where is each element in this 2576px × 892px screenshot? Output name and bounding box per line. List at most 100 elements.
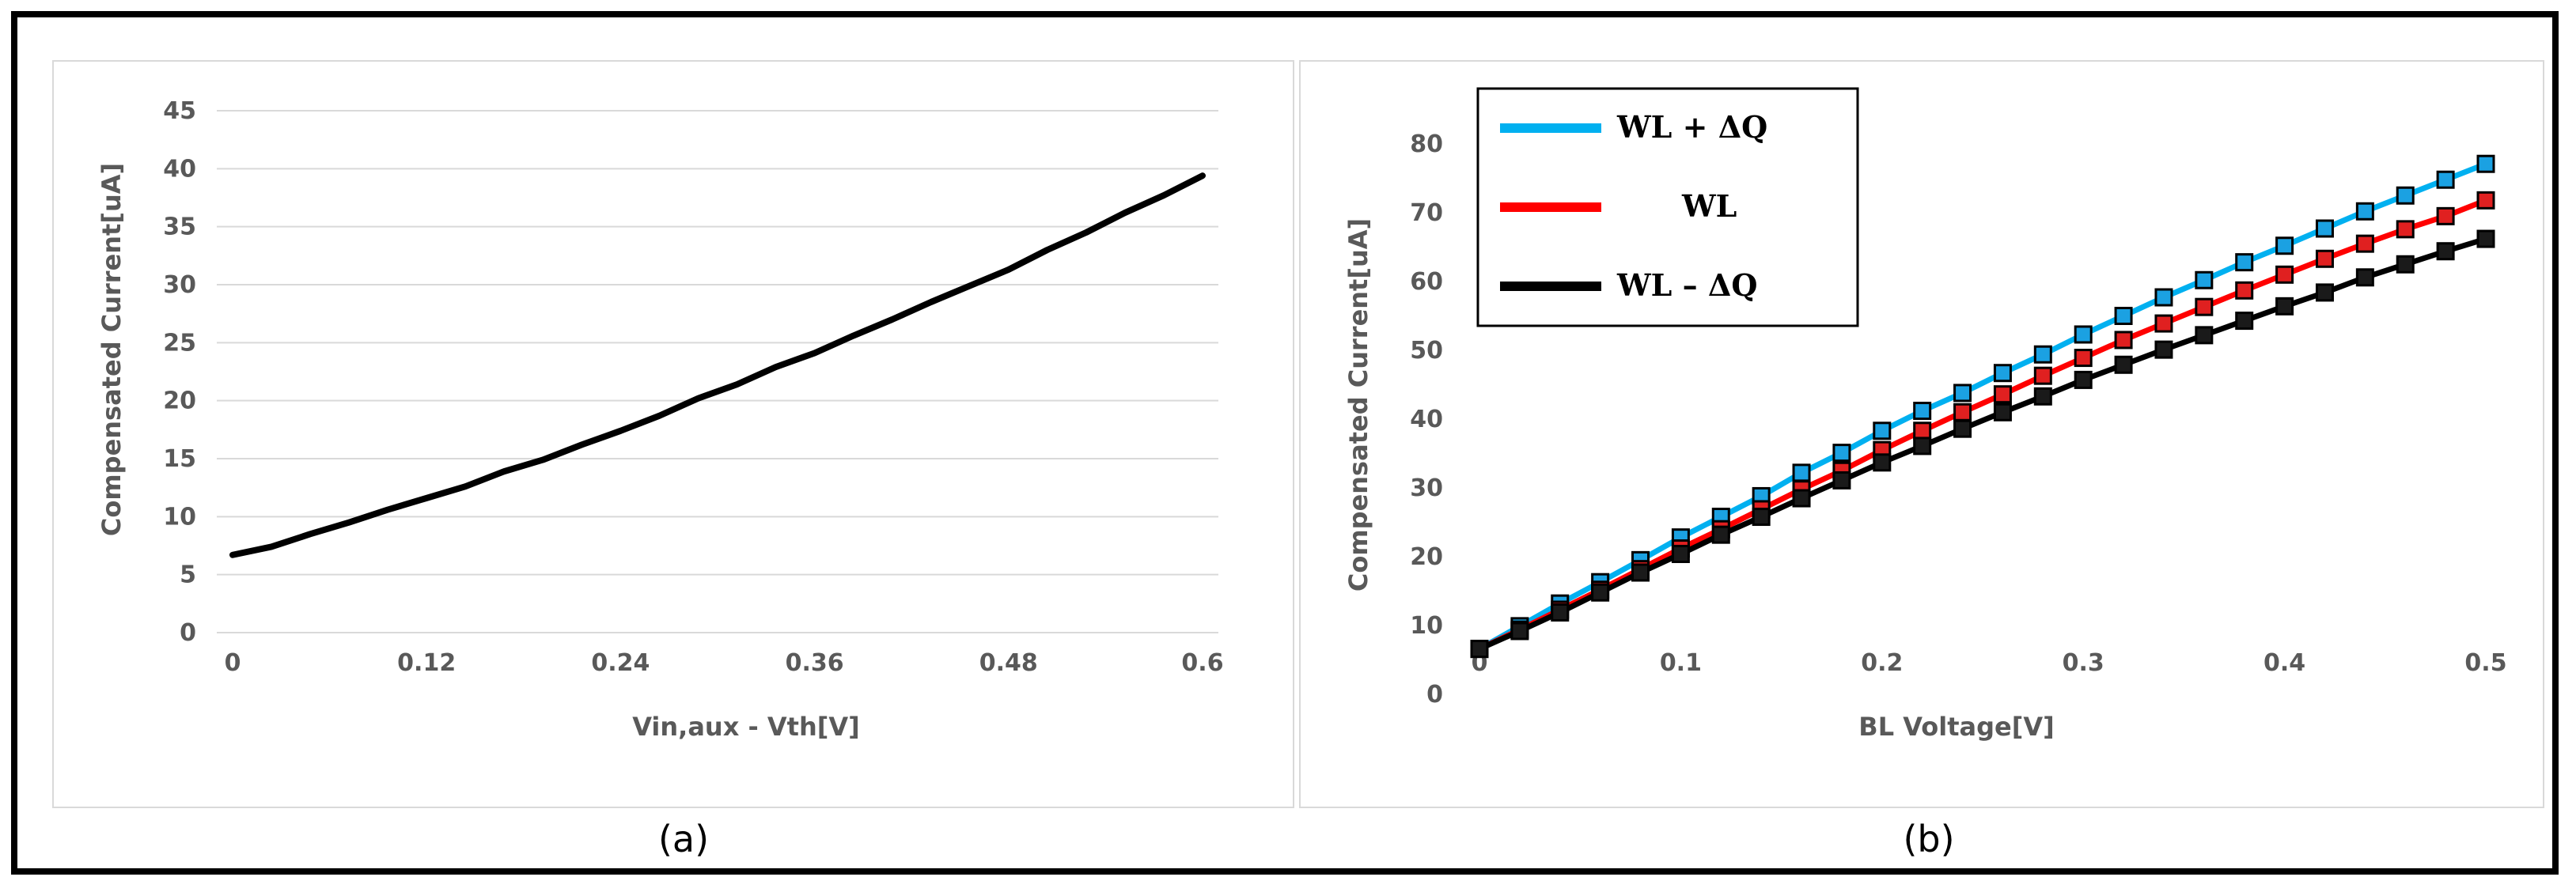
data-point [2154,340,2173,359]
data-point [2315,219,2334,238]
chart-panel-b: 0 10 20 30 40 50 60 70 80 0 0.1 0.2 0.3 0.4 0.5 BL Vo… [1299,60,2544,808]
data-point [2033,366,2052,385]
legend-label-wl: WL [1681,188,1737,224]
y-tick-label: 40 [1410,406,1443,433]
data-point [1953,419,1972,438]
x-tick-labels: 0 0.1 0.2 0.3 0.4 0.5 [1472,649,2507,677]
chart-b-svg: 0 10 20 30 40 50 60 70 80 0 0.1 0.2 0.3 0.4 0.5 BL Vo… [1343,87,2507,742]
x-tick-label: 0.2 [1861,649,1903,677]
y-tick-label: 35 [163,214,196,241]
data-point [2074,370,2093,389]
data-point [1470,640,1489,659]
x-tick-label: 0.3 [2063,649,2104,677]
data-point [1752,508,1771,527]
data-point [1551,603,1570,622]
y-tick-label: 70 [1410,199,1443,227]
data-point [2436,242,2455,261]
y-tick-label: 30 [1410,474,1443,502]
y-tick-label: 45 [163,97,196,125]
data-point [2275,297,2294,316]
x-axis-label: BL Voltage[V] [1858,712,2054,742]
data-point [1913,437,1932,455]
data-point [1832,444,1851,463]
data-point [1792,489,1811,508]
caption-a: (a) [657,818,710,860]
y-tick-label: 40 [163,155,196,183]
data-point [2436,170,2455,189]
data-point [1953,384,1972,403]
series-lines [229,172,1206,558]
data-point [2033,345,2052,364]
data-point [1873,453,1892,472]
y-tick-label: 20 [163,387,196,415]
data-point [2355,268,2374,287]
data-point [2074,349,2093,368]
x-axis-label: Vin,aux - Vth[V] [632,712,860,742]
data-point [1671,545,1690,564]
data-point [2275,236,2294,255]
y-tick-label: 15 [163,445,196,473]
y-axis-label: Compensated Current[uA] [1343,218,1373,592]
data-point [2476,154,2495,173]
data-point [2396,186,2415,205]
data-point [1631,563,1650,582]
data-point [2396,220,2415,239]
x-tick-label: 0.1 [1660,649,1702,677]
data-point [1873,421,1892,440]
figure-frame: 0 5 10 15 20 25 30 35 40 45 0 0.12 0.24 0.36 0.48 0.6 … [11,11,2559,875]
y-tick-label: 25 [163,329,196,357]
data-point [2315,283,2334,302]
series-markers [1470,154,2495,659]
data-point [1792,463,1811,482]
data-point [2114,307,2133,325]
data-point [2315,249,2334,268]
y-tick-label: 60 [1410,268,1443,296]
data-point [1591,583,1610,602]
series-line [229,172,1206,558]
y-tick-label: 5 [180,561,196,589]
data-point [2195,326,2214,345]
x-tick-label: 0.24 [591,649,650,677]
x-tick-label: 0.4 [2263,649,2305,677]
x-tick-label: 0 [225,649,241,677]
x-tick-label: 0.36 [786,649,844,677]
data-point [2355,202,2374,221]
data-point [1953,403,1972,421]
legend: WL + ΔQ WL WL – ΔQ [1476,87,1859,327]
grid-lines [217,110,1218,633]
legend-label-wl-plus: WL + ΔQ [1616,109,1767,145]
y-tick-label: 10 [163,503,196,531]
caption-b: (b) [1903,818,1955,860]
data-point [2476,191,2495,210]
data-point [1993,364,2012,383]
x-tick-label: 0.12 [397,649,456,677]
data-point [1711,525,1730,544]
data-point [2235,281,2254,300]
y-tick-label: 0 [1426,681,1443,709]
y-tick-label: 50 [1410,337,1443,365]
data-point [2396,255,2415,274]
data-point [2074,325,2093,344]
y-axis-label: Compensated Current[uA] [97,163,127,536]
data-point [2476,229,2495,248]
data-point [1510,622,1529,641]
y-tick-label: 0 [180,619,196,647]
chart-panel-a: 0 5 10 15 20 25 30 35 40 45 0 0.12 0.24 0.36 0.48 0.6 … [52,60,1294,808]
data-point [2195,270,2214,289]
data-point [2114,331,2133,350]
y-tick-label: 30 [163,271,196,299]
data-point [2235,253,2254,272]
data-point [2436,206,2455,225]
y-tick-label: 10 [1410,612,1443,640]
data-point [2114,355,2133,374]
data-point [2195,297,2214,316]
data-point [2033,387,2052,406]
data-point [2355,234,2374,253]
data-point [1993,403,2012,421]
x-tick-label: 0.48 [979,649,1038,677]
data-point [1832,471,1851,489]
data-point [1913,421,1932,440]
legend-label-wl-minus: WL – ΔQ [1616,267,1757,303]
data-point [2235,312,2254,331]
